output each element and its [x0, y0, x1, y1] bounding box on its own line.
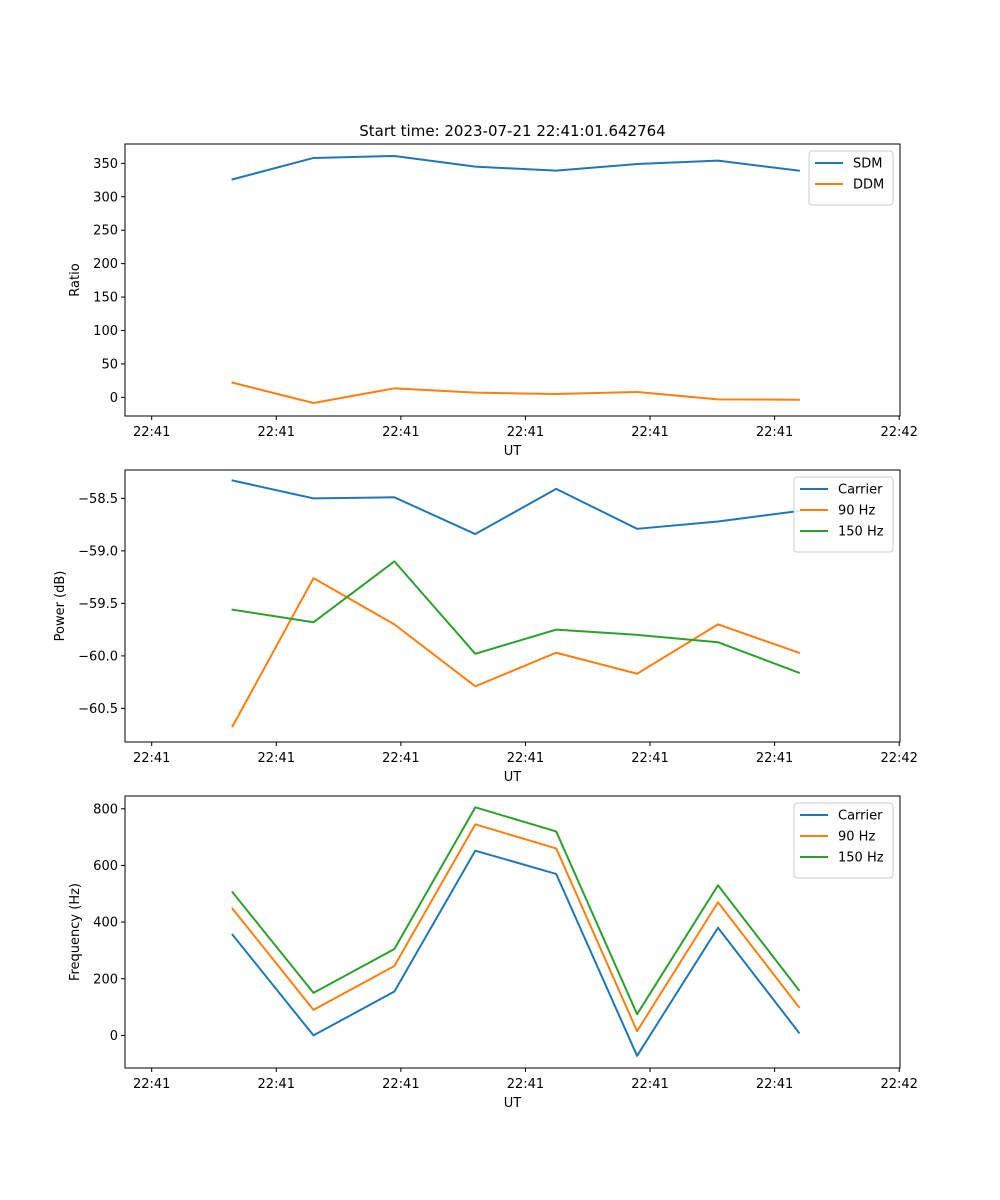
x-tick-label: 22:41	[258, 425, 295, 440]
y-tick-label: 250	[93, 224, 118, 239]
y-tick-label: 600	[93, 859, 118, 874]
y-tick-label: 0	[110, 1029, 118, 1044]
plot-frame	[124, 143, 901, 417]
x-tick-label: 22:41	[631, 425, 668, 440]
y-tick-label: −59.5	[78, 597, 118, 612]
x-tick-label: 22:41	[507, 425, 544, 440]
x-tick-label: 22:41	[133, 751, 170, 766]
legend-label: 150 Hz	[838, 525, 884, 540]
y-tick-label: −59.0	[78, 544, 118, 559]
x-tick-label: 22:41	[258, 751, 295, 766]
legend-label: DDM	[853, 178, 884, 193]
y-axis-label: Power (dB)	[53, 571, 68, 642]
y-tick-label: −60.0	[78, 649, 118, 664]
x-tick-label: 22:41	[258, 1077, 295, 1092]
series-line-150-hz	[231, 806, 801, 1016]
x-tick-label: 22:41	[631, 751, 668, 766]
y-tick-label: 800	[93, 802, 118, 817]
legend-label: SDM	[853, 157, 882, 172]
legend-box	[793, 476, 894, 553]
x-axis-label: UT	[504, 444, 522, 459]
series-line-ddm	[231, 381, 800, 405]
chart-panel-2: 22:41 22:41 22:41 22:41 22:41 22:41 22:42 −60.5…	[53, 469, 918, 785]
chart-title: Start time: 2023-07-21 22:41:01.642764	[359, 122, 665, 140]
legend-label: 150 Hz	[838, 851, 884, 866]
plot-frame	[124, 795, 901, 1069]
y-tick-label: 50	[101, 357, 118, 372]
series-line-carrier	[231, 479, 801, 536]
plot-frame	[124, 469, 901, 743]
series-line-carrier	[231, 849, 801, 1057]
y-axis-label: Frequency (Hz)	[68, 883, 83, 981]
y-tick-label: 350	[93, 157, 118, 172]
y-tick-label: 400	[93, 916, 118, 931]
y-tick-label: 300	[93, 190, 118, 205]
x-tick-label: 22:41	[507, 1077, 544, 1092]
series-line-90-hz	[231, 577, 801, 728]
legend-label: Carrier	[838, 483, 883, 498]
legend-label: 90 Hz	[838, 504, 875, 519]
x-axis-label: UT	[504, 770, 522, 785]
y-tick-label: 0	[110, 391, 118, 406]
series-line-sdm	[231, 154, 800, 181]
x-tick-label: 22:41	[756, 751, 793, 766]
series-line-150-hz	[231, 560, 801, 674]
x-tick-label: 22:41	[631, 1077, 668, 1092]
legend: Carrier 90 Hz 150 Hz	[793, 476, 894, 553]
legend-label: 90 Hz	[838, 830, 875, 845]
x-tick-label: 22:41	[756, 425, 793, 440]
x-tick-label: 22:42	[880, 1077, 917, 1092]
y-tick-label: 200	[93, 257, 118, 272]
chart-panel-1: 22:41 22:41 22:41 22:41 22:41 22:41 22:42 0 50 10…	[68, 143, 918, 459]
y-axis-label: Ratio	[68, 263, 83, 296]
legend-label: Carrier	[838, 809, 883, 824]
y-tick-label: 200	[93, 972, 118, 987]
legend-box	[793, 802, 894, 879]
x-tick-label: 22:42	[880, 425, 917, 440]
x-axis-label: UT	[504, 1096, 522, 1111]
x-tick-label: 22:41	[756, 1077, 793, 1092]
x-tick-label: 22:42	[880, 751, 917, 766]
x-tick-label: 22:41	[382, 425, 419, 440]
x-tick-label: 22:41	[382, 1077, 419, 1092]
legend-box	[808, 150, 894, 206]
series-line-90-hz	[231, 823, 801, 1033]
legend: Carrier 90 Hz 150 Hz	[793, 802, 894, 879]
x-tick-label: 22:41	[133, 1077, 170, 1092]
x-tick-label: 22:41	[133, 425, 170, 440]
y-tick-label: 100	[93, 324, 118, 339]
y-tick-label: 150	[93, 291, 118, 306]
legend: SDM DDM	[808, 150, 894, 206]
y-tick-label: −60.5	[78, 702, 118, 717]
chart-panel-3: 22:41 22:41 22:41 22:41 22:41 22:41 22:42 0 200 4…	[68, 795, 918, 1111]
x-tick-label: 22:41	[507, 751, 544, 766]
y-tick-label: −58.5	[78, 492, 118, 507]
x-tick-label: 22:41	[382, 751, 419, 766]
